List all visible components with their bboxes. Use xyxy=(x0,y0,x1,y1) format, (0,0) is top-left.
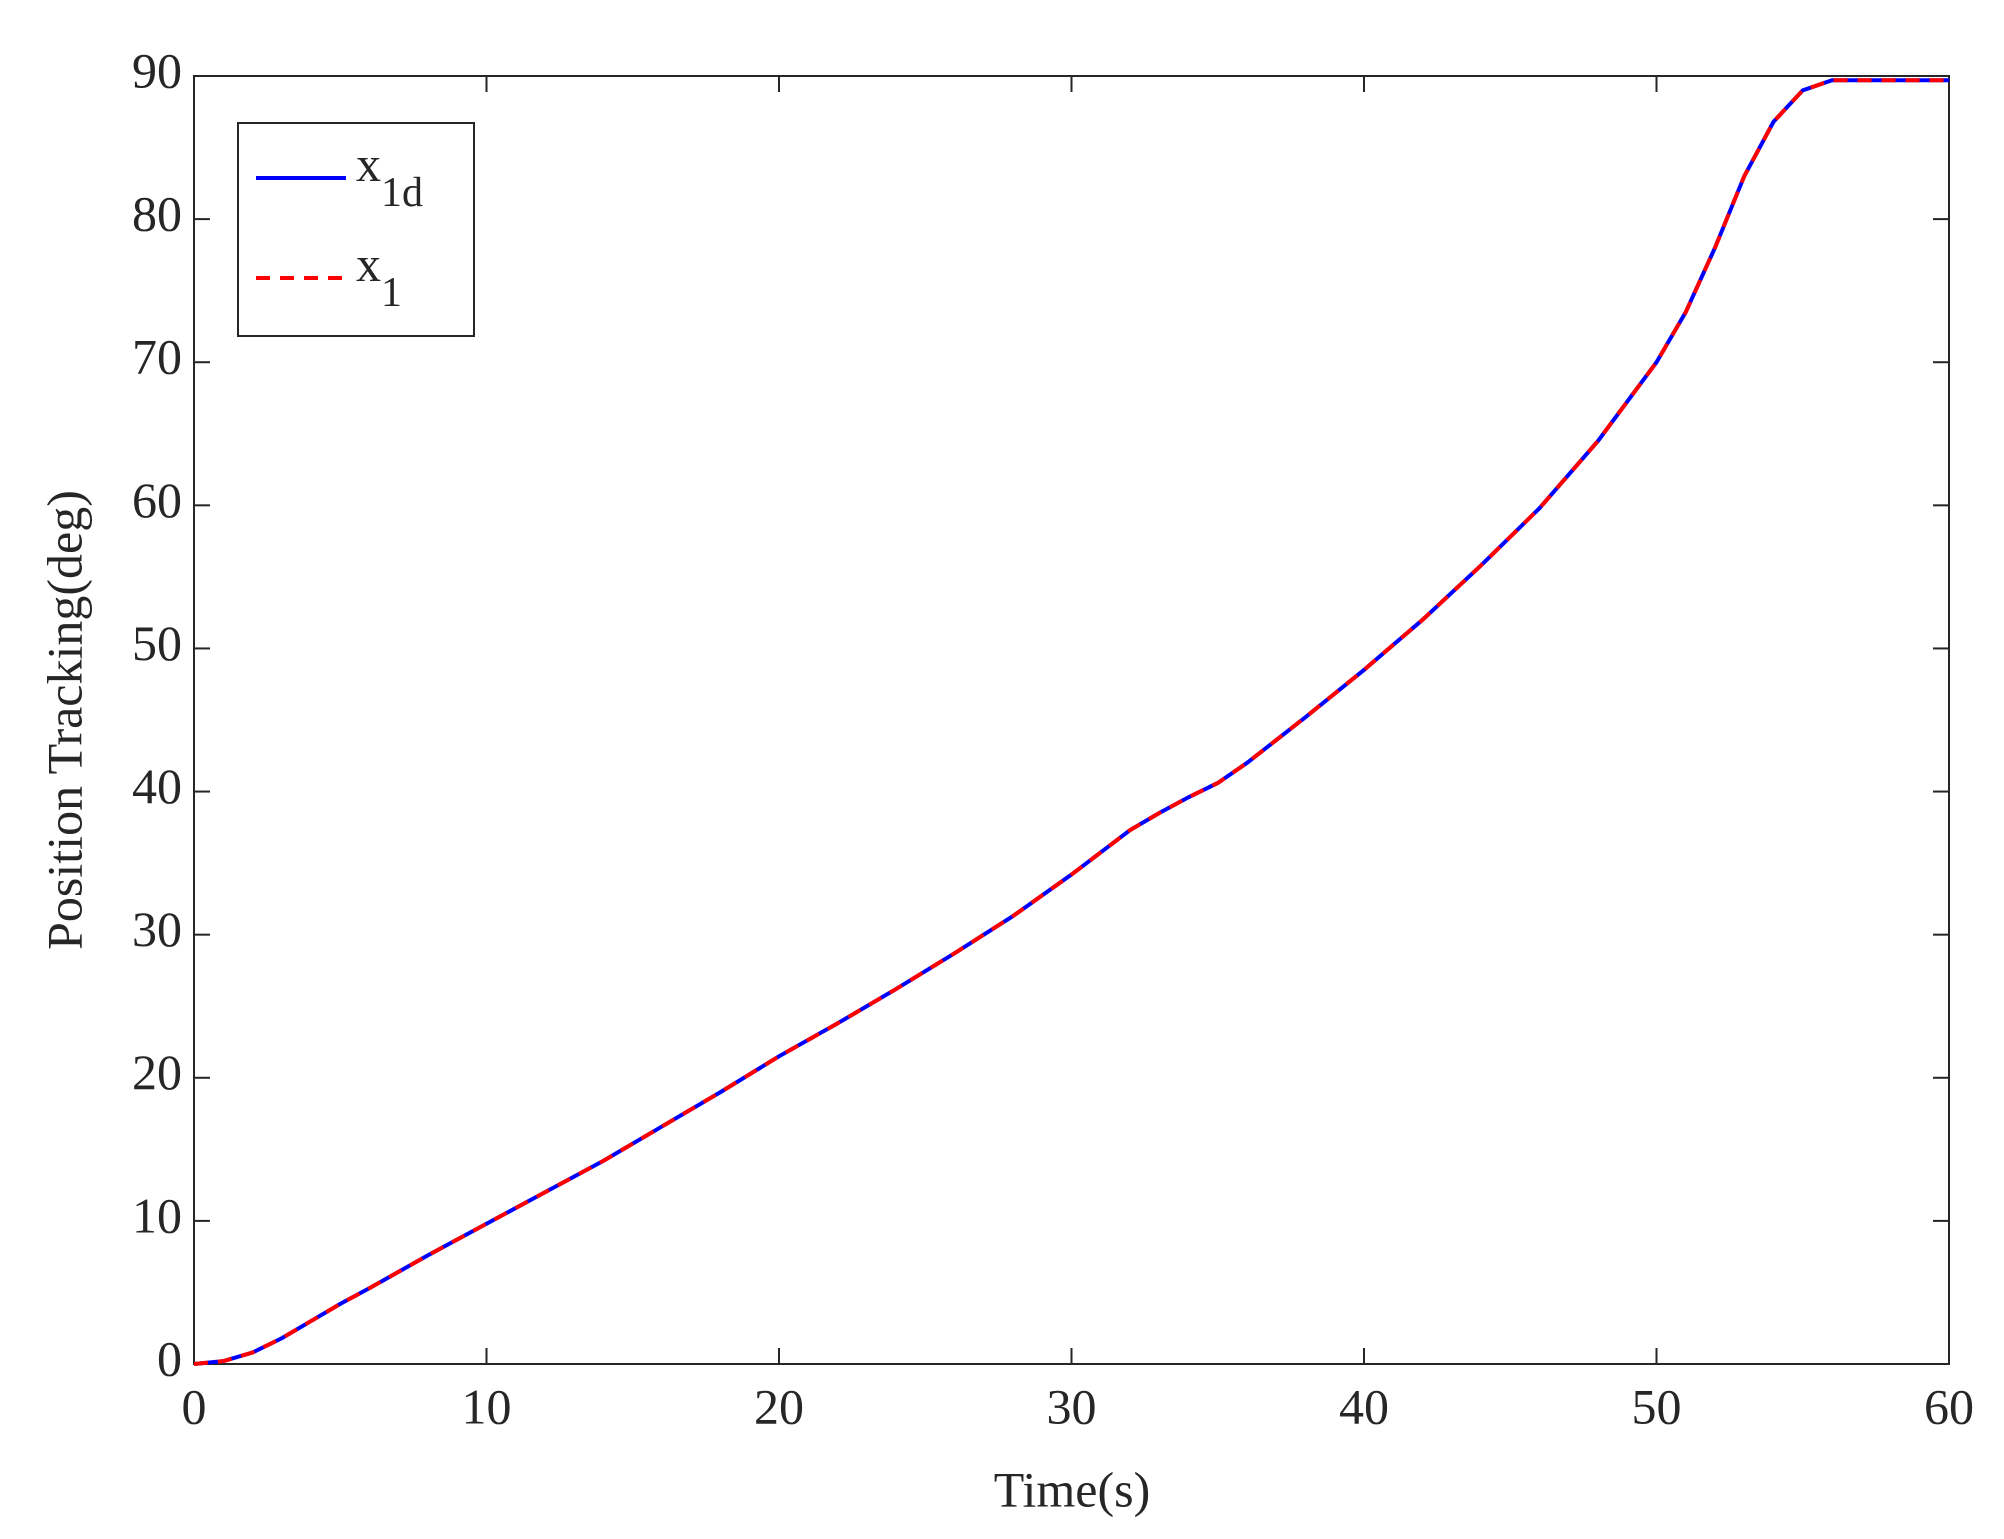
x-tick-label: 60 xyxy=(1924,1378,1974,1434)
series-line xyxy=(193,78,1949,1366)
x-axis-label: Time(s) xyxy=(994,1461,1151,1517)
x-tick-label: 10 xyxy=(462,1378,512,1434)
y-tick-label: 70 xyxy=(132,329,182,385)
y-tick-label: 80 xyxy=(132,186,182,242)
y-tick-label: 10 xyxy=(132,1187,182,1243)
y-tick-label: 40 xyxy=(132,758,182,814)
y-tick-label: 60 xyxy=(132,472,182,528)
y-tick-label: 90 xyxy=(132,42,182,98)
legend-box xyxy=(237,122,475,337)
x-tick-label: 0 xyxy=(182,1378,207,1434)
y-tick-label: 20 xyxy=(132,1044,182,1100)
y-axis-label: Position Tracking(deg) xyxy=(36,490,92,950)
y-tick-label: 0 xyxy=(157,1330,182,1386)
y-tick-label: 50 xyxy=(132,615,182,671)
plot-frame xyxy=(193,75,1950,1365)
x-tick-label: 30 xyxy=(1047,1378,1097,1434)
x-tick-label: 40 xyxy=(1339,1378,1389,1434)
legend-label: x1 xyxy=(356,236,402,315)
y-tick-label: 30 xyxy=(132,901,182,957)
legend-label: x1d xyxy=(356,136,423,215)
x-tick-label: 50 xyxy=(1632,1378,1682,1434)
x-tick-label: 20 xyxy=(754,1378,804,1434)
